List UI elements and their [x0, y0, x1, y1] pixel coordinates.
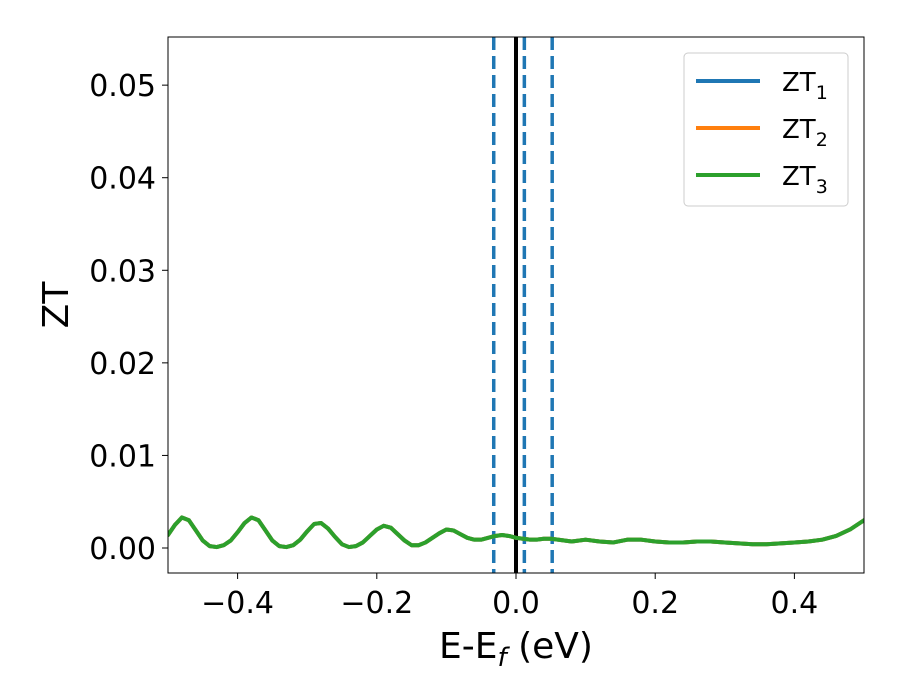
reference-lines [491, 37, 554, 573]
x-axis: −0.4 −0.2 0.0 0.2 0.4 [201, 573, 818, 621]
y-axis: 0.00 0.01 0.02 0.03 0.04 0.05 [89, 69, 168, 567]
y-tick-label: 0.01 [89, 439, 156, 474]
legend-entry-main: ZT [782, 115, 816, 145]
x-tick-label: 0.2 [631, 586, 679, 621]
y-tick-label: 0.02 [89, 347, 156, 382]
x-tick-label: −0.4 [201, 586, 274, 621]
y-tick-label: 0.05 [89, 69, 156, 104]
legend-entry-sub: 2 [816, 129, 828, 151]
y-tick-label: 0.00 [89, 532, 156, 567]
legend-entry-sub: 1 [816, 82, 828, 104]
x-axis-label-suffix: (eV) [507, 626, 593, 667]
series-lines [168, 515, 864, 550]
x-axis-label: E-Ef (eV) [439, 626, 593, 673]
y-axis-label: ZT [36, 281, 77, 329]
x-tick-label: 0.0 [492, 586, 540, 621]
series-line-3 [168, 515, 864, 550]
y-tick-label: 0.03 [89, 254, 156, 289]
legend-entry-main: ZT [782, 68, 816, 98]
legend-entry-3: ZT3 [782, 162, 828, 198]
y-tick-label: 0.04 [89, 162, 156, 197]
legend-entry-1: ZT1 [782, 68, 828, 104]
legend-entry-main: ZT [782, 162, 816, 192]
x-tick-label: 0.4 [771, 586, 819, 621]
x-axis-label-main: E-E [439, 626, 497, 667]
legend-entry-2: ZT2 [782, 115, 828, 151]
legend-entry-sub: 3 [816, 176, 828, 198]
x-tick-label: −0.2 [340, 586, 413, 621]
legend-box [683, 52, 849, 207]
